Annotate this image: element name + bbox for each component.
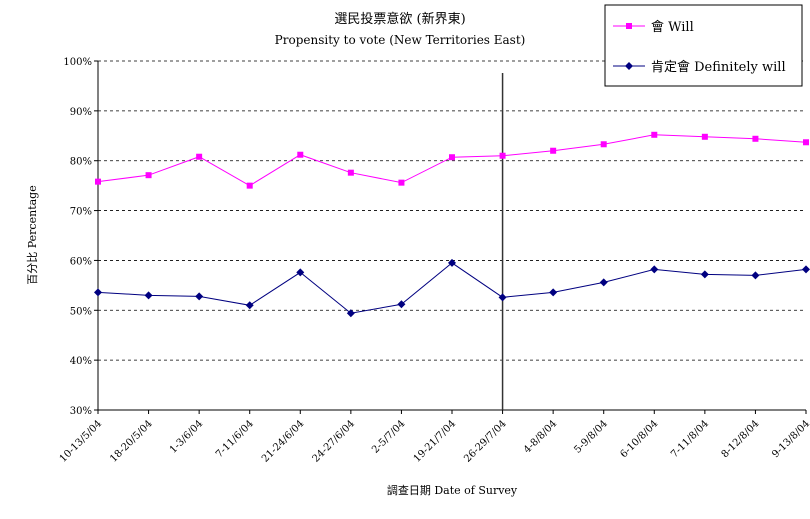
x-tick-label: 9-13/8/04	[770, 418, 810, 460]
x-tick-label: 2-5/7/04	[370, 418, 407, 455]
data-point-will	[398, 179, 405, 186]
data-point-will	[600, 141, 607, 148]
x-axis-ticks: 10-13/5/04 18-20/5/04 1-3/6/04 7-11/6/04 21-…	[58, 410, 810, 465]
y-tick-label: 40%	[70, 356, 92, 367]
y-tick-label: 50%	[70, 306, 92, 317]
data-point-definitely	[144, 291, 153, 300]
y-tick-label: 70%	[70, 207, 92, 218]
y-tick-label: 60%	[70, 256, 92, 267]
data-point-definitely	[650, 265, 659, 274]
data-point-definitely	[751, 271, 760, 280]
y-tick-label: 100%	[63, 57, 92, 68]
y-tick-label: 30%	[70, 406, 92, 417]
data-point-will	[347, 169, 354, 176]
data-point-definitely	[802, 265, 810, 274]
x-tick-label: 7-11/6/04	[214, 418, 256, 460]
y-tick-label: 80%	[70, 157, 92, 168]
data-point-definitely	[599, 278, 608, 287]
data-point-definitely	[296, 268, 305, 277]
data-point-definitely	[397, 300, 406, 309]
x-tick-label: 24-27/6/04	[311, 418, 357, 464]
data-point-will	[297, 151, 304, 158]
legend-label-definitely: 肯定會 Definitely will	[651, 60, 786, 75]
x-tick-label: 7-11/8/04	[669, 418, 711, 460]
x-tick-label: 21-24/6/04	[260, 418, 306, 464]
x-tick-label: 18-20/5/04	[108, 418, 154, 464]
x-axis-label: 調查日期 Date of Survey	[387, 483, 518, 497]
data-point-will	[246, 182, 253, 189]
x-tick-label: 1-3/6/04	[168, 418, 205, 455]
data-point-will	[701, 133, 708, 140]
x-tick-label: 10-13/5/04	[58, 418, 104, 464]
legend-marker-definitely	[625, 62, 633, 70]
data-point-definitely	[346, 309, 355, 318]
x-tick-label: 4-8/8/04	[522, 418, 559, 455]
data-point-will	[550, 147, 557, 154]
x-tick-label: 19-21/7/04	[412, 418, 458, 464]
data-point-definitely	[94, 288, 102, 297]
legend: 會 Will 肯定會 Definitely will	[604, 4, 803, 87]
plot-frame	[97, 61, 806, 411]
y-tick-label: 90%	[70, 107, 92, 118]
data-point-definitely	[448, 258, 456, 267]
data-point-will	[752, 135, 759, 142]
series-line-1	[97, 262, 807, 314]
data-point-will	[499, 152, 506, 159]
legend-marker-will	[626, 23, 632, 29]
data-point-definitely	[549, 288, 558, 297]
y-axis-ticks: 30% 40% 50% 60% 70% 80% 90% 100%	[63, 57, 98, 417]
data-point-will	[449, 154, 455, 161]
legend-box	[604, 4, 803, 87]
gridlines	[98, 60, 806, 361]
data-point-will	[196, 153, 203, 160]
x-tick-label: 26-29/7/04	[462, 418, 508, 464]
data-point-will	[145, 172, 152, 179]
series-group	[94, 131, 810, 318]
x-tick-label: 5-9/8/04	[572, 418, 609, 455]
chart-title: 選民投票意欲 (新界東)	[334, 11, 465, 27]
y-axis-label: 百分比 Percentage	[26, 185, 39, 284]
data-point-definitely	[245, 301, 254, 310]
data-point-will	[651, 131, 658, 138]
x-tick-label: 6-10/8/04	[618, 418, 660, 460]
data-point-will	[803, 139, 809, 146]
data-point-definitely	[498, 293, 507, 302]
x-tick-label: 8-12/8/04	[720, 418, 762, 460]
data-point-will	[95, 178, 101, 185]
legend-label-will: 會 Will	[651, 20, 694, 35]
data-point-definitely	[195, 292, 204, 301]
data-point-definitely	[700, 270, 709, 279]
chart-subtitle: Propensity to vote (New Territories East…	[275, 33, 526, 47]
